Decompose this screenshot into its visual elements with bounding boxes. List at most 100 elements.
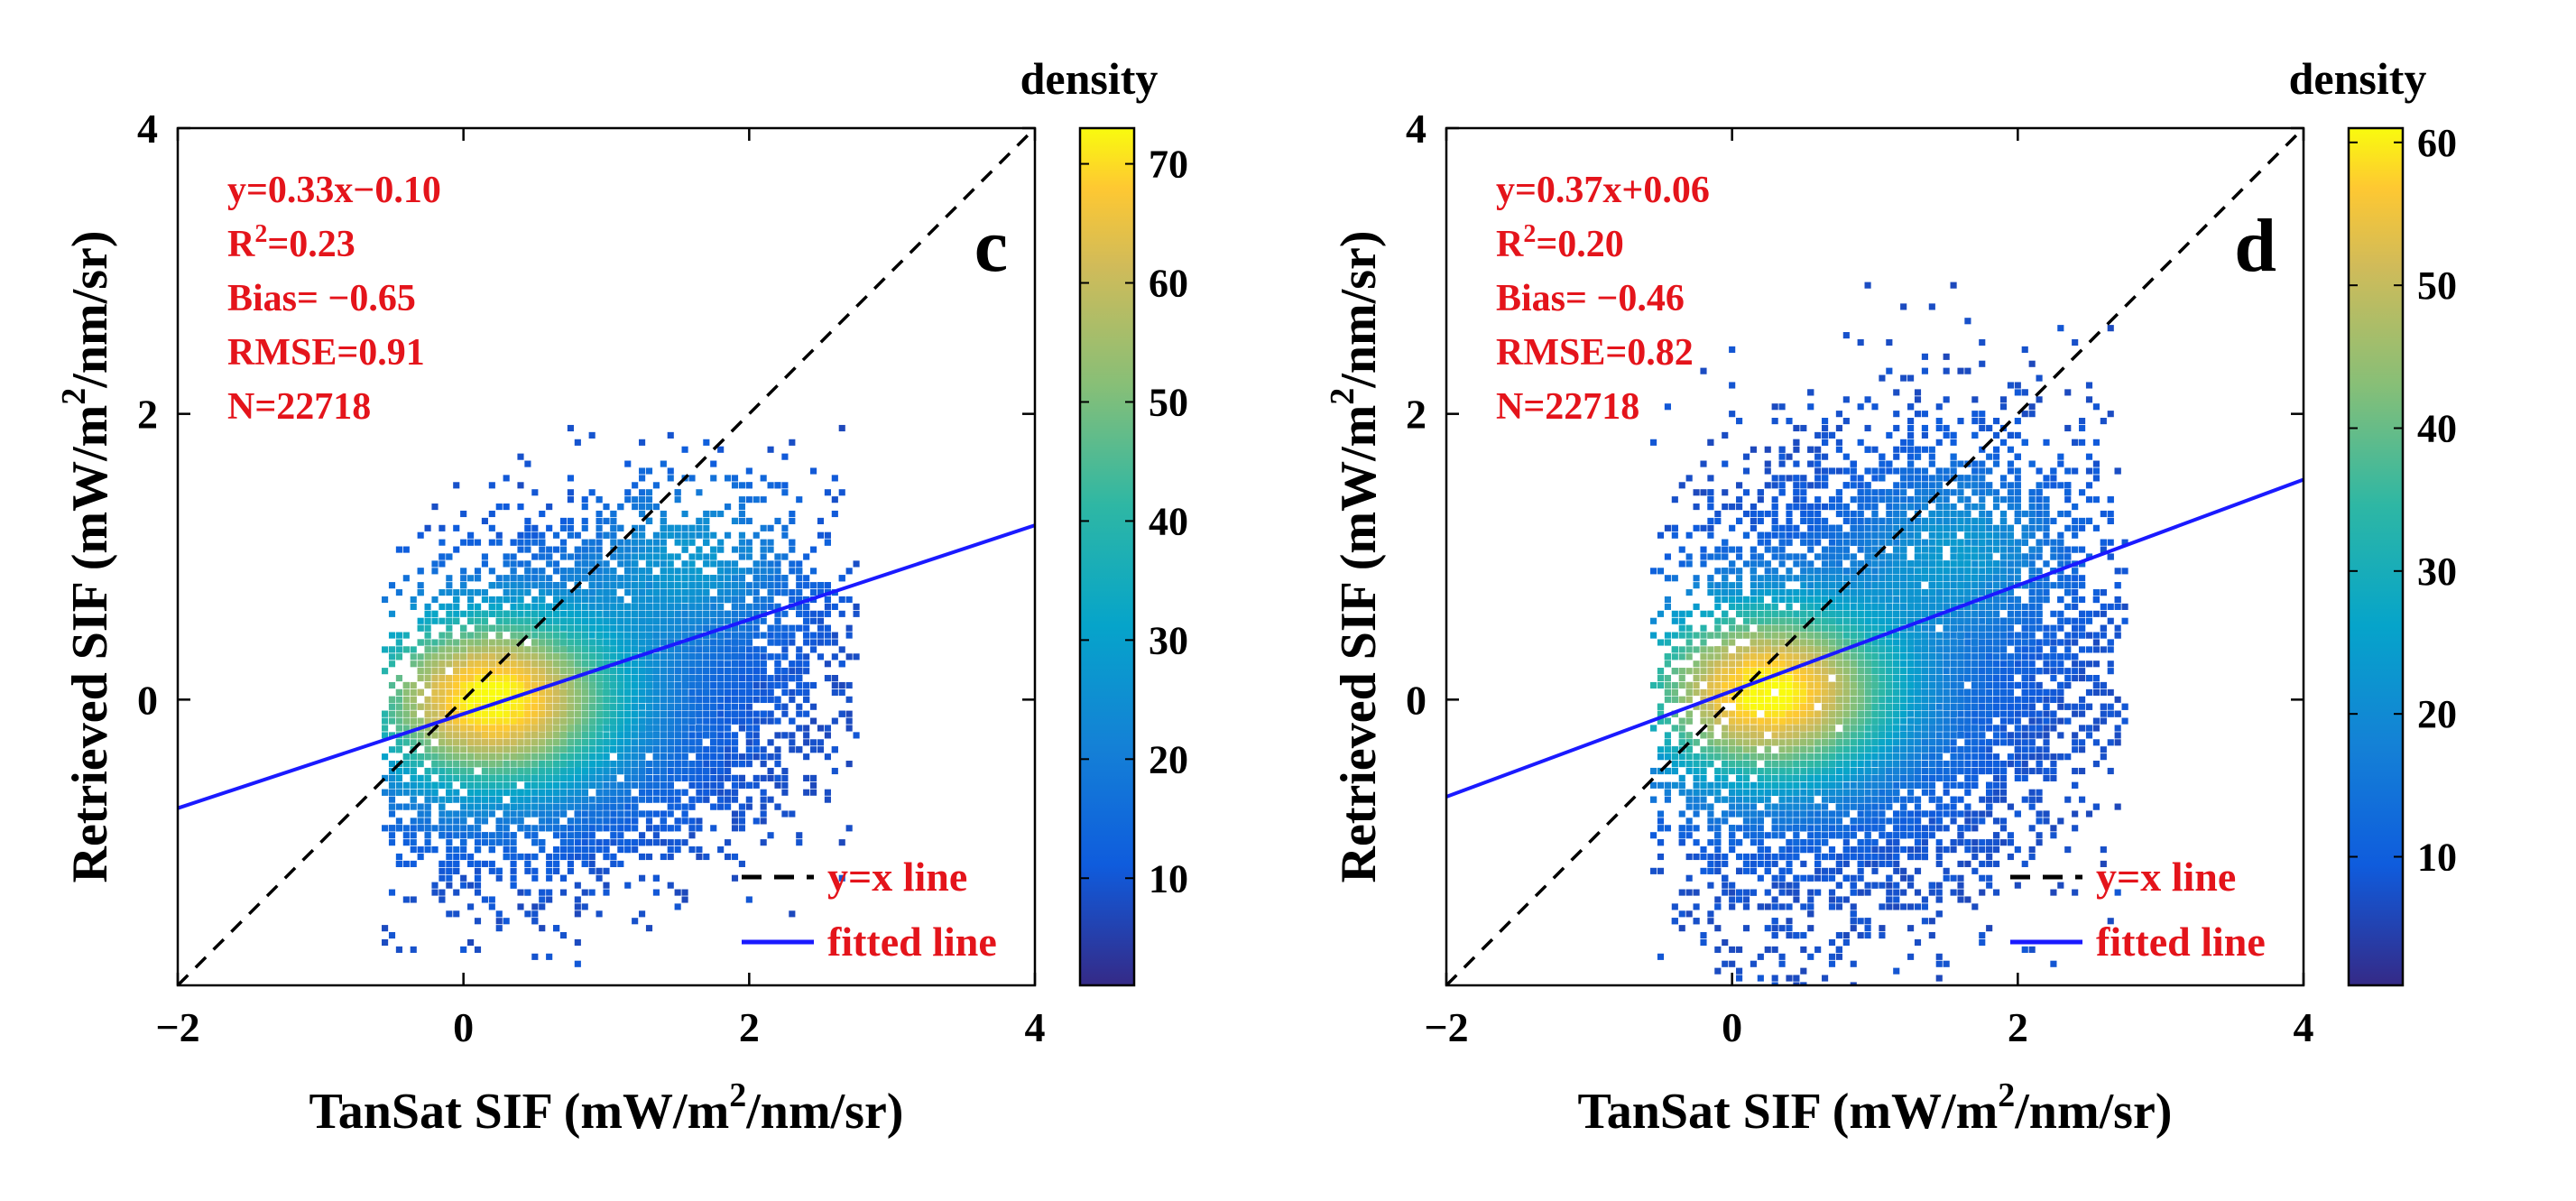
density-point: [696, 575, 703, 582]
density-point: [645, 853, 653, 861]
density-point: [652, 688, 660, 696]
density-point: [546, 889, 553, 896]
density-point: [539, 818, 546, 825]
density-point: [402, 789, 410, 796]
density-point: [774, 703, 781, 710]
density-point: [710, 653, 717, 661]
density-point: [696, 668, 703, 675]
density-point: [796, 725, 803, 732]
density-point: [632, 668, 639, 675]
density-point: [767, 688, 774, 696]
density-point: [410, 603, 417, 610]
density-point: [796, 675, 803, 682]
density-point: [574, 903, 581, 910]
density-point: [495, 925, 503, 932]
density-point: [760, 560, 767, 568]
density-point: [596, 818, 603, 825]
density-point: [688, 739, 696, 746]
density-point: [725, 675, 732, 682]
density-point: [760, 568, 767, 575]
density-point: [688, 603, 696, 610]
density-point: [559, 517, 568, 524]
density-point: [474, 568, 482, 575]
density-point: [752, 603, 760, 610]
density-point: [696, 739, 703, 746]
density-point: [574, 439, 581, 446]
density-point: [710, 575, 717, 582]
density-point: [581, 839, 588, 846]
density-point: [553, 925, 560, 932]
density-point: [495, 503, 503, 511]
density-point: [588, 539, 596, 546]
density-point: [546, 589, 553, 596]
density-point: [803, 639, 810, 646]
density-point: [645, 767, 653, 775]
density-point: [838, 646, 845, 653]
density-point: [796, 710, 803, 717]
density-point: [581, 781, 588, 789]
density-point: [745, 603, 752, 610]
density-point: [838, 424, 845, 432]
density-point: [588, 825, 596, 832]
density-point: [738, 818, 745, 825]
density-point: [696, 524, 703, 531]
density-point: [645, 789, 653, 796]
density-point: [696, 531, 703, 539]
density-point: [681, 582, 688, 589]
density-point: [559, 825, 568, 832]
density-point: [760, 496, 767, 503]
density-point: [539, 889, 546, 896]
density-point: [467, 589, 475, 596]
density-point: [681, 617, 688, 624]
density-point: [610, 803, 617, 810]
density-point: [652, 675, 660, 682]
density-point: [767, 796, 774, 803]
density-point: [817, 624, 825, 632]
density-point: [752, 696, 760, 703]
density-point: [760, 696, 767, 703]
density-point: [453, 825, 460, 832]
density-point: [745, 610, 752, 617]
density-point: [674, 703, 681, 710]
density-point: [559, 803, 568, 810]
density-point: [603, 803, 610, 810]
density-point: [567, 553, 574, 560]
density-point: [617, 781, 624, 789]
density-point: [395, 853, 402, 861]
density-point: [688, 774, 696, 781]
density-point: [745, 710, 752, 717]
density-point: [781, 675, 789, 682]
density-point: [481, 839, 488, 846]
density-point: [460, 539, 467, 546]
density-point: [517, 810, 524, 818]
density-point: [567, 603, 574, 610]
density-point: [524, 781, 531, 789]
density-point: [574, 603, 581, 610]
density-point: [624, 568, 632, 575]
density-point: [803, 668, 810, 675]
density-point: [453, 789, 460, 796]
density-point: [803, 681, 810, 689]
density-point: [610, 524, 617, 531]
density-point: [845, 568, 853, 575]
density-point: [474, 839, 482, 846]
density-point: [752, 632, 760, 639]
density-point: [382, 753, 389, 761]
density-point: [460, 568, 467, 575]
density-points: [382, 424, 860, 967]
density-point: [632, 575, 639, 582]
density-point: [410, 946, 417, 953]
density-point: [424, 839, 431, 846]
density-point: [681, 739, 688, 746]
density-point: [495, 803, 503, 810]
density-point: [703, 553, 710, 560]
density-point: [596, 603, 603, 610]
density-point: [632, 725, 639, 732]
density-point: [553, 867, 560, 874]
density-point: [610, 825, 617, 832]
density-point: [781, 688, 789, 696]
density-point: [446, 603, 453, 610]
density-point: [639, 610, 646, 617]
density-point: [439, 781, 446, 789]
density-point: [831, 717, 838, 725]
